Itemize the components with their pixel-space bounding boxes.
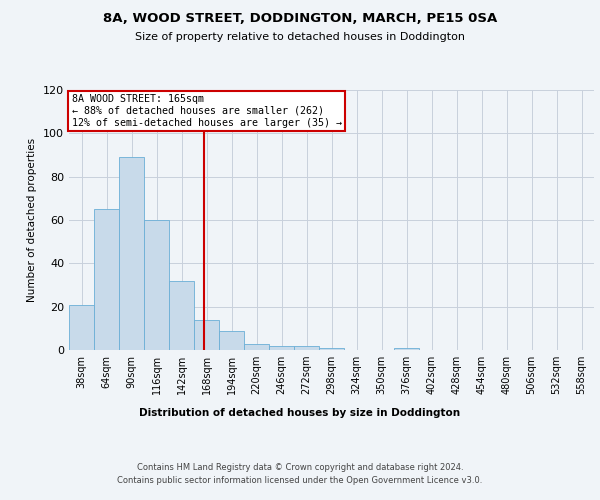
- Bar: [394, 348, 419, 350]
- Text: Size of property relative to detached houses in Doddington: Size of property relative to detached ho…: [135, 32, 465, 42]
- Text: Contains HM Land Registry data © Crown copyright and database right 2024.: Contains HM Land Registry data © Crown c…: [137, 462, 463, 471]
- Y-axis label: Number of detached properties: Number of detached properties: [28, 138, 37, 302]
- Bar: [319, 348, 344, 350]
- Text: Contains public sector information licensed under the Open Government Licence v3: Contains public sector information licen…: [118, 476, 482, 485]
- Bar: [94, 209, 119, 350]
- Bar: [219, 330, 244, 350]
- Bar: [244, 344, 269, 350]
- Bar: [144, 220, 169, 350]
- Bar: [269, 346, 294, 350]
- Bar: [119, 157, 144, 350]
- Text: Distribution of detached houses by size in Doddington: Distribution of detached houses by size …: [139, 408, 461, 418]
- Text: 8A WOOD STREET: 165sqm
← 88% of detached houses are smaller (262)
12% of semi-de: 8A WOOD STREET: 165sqm ← 88% of detached…: [71, 94, 341, 128]
- Bar: [294, 346, 319, 350]
- Bar: [169, 280, 194, 350]
- Bar: [194, 320, 219, 350]
- Text: 8A, WOOD STREET, DODDINGTON, MARCH, PE15 0SA: 8A, WOOD STREET, DODDINGTON, MARCH, PE15…: [103, 12, 497, 26]
- Bar: [69, 304, 94, 350]
